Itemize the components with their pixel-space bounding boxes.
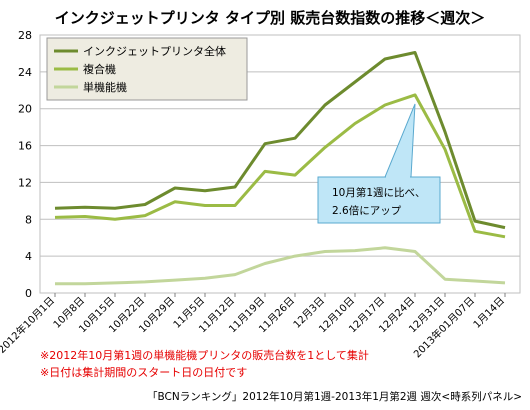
note-1: ※2012年10月第1週の単機能機プリンタの販売台数を1として集計 — [40, 348, 369, 362]
callout-box — [317, 176, 441, 224]
chart-title: インクジェットプリンタ タイプ別 販売台数指数の推移＜週次＞ — [55, 9, 485, 27]
note-2: ※日付は集計期間のスタート日の日付です — [40, 365, 247, 379]
series-line-1 — [54, 93, 506, 239]
y-tick-label: 0 — [25, 287, 32, 300]
legend-label: インクジェットプリンタ全体 — [83, 44, 226, 58]
series-line-2 — [55, 246, 506, 286]
y-tick-label: 4 — [25, 250, 32, 263]
series-line-0 — [54, 51, 506, 230]
y-tick-label: 8 — [25, 213, 32, 226]
callout: 10月第1週に比べ、 2.6倍にアップ — [317, 103, 441, 224]
y-tick-label: 28 — [18, 29, 32, 42]
y-tick-label: 12 — [18, 176, 32, 189]
y-tick-label: 16 — [18, 140, 32, 153]
series-lines — [54, 51, 506, 286]
legend-label: 複合機 — [83, 62, 116, 76]
legend-box — [46, 37, 248, 101]
x-tick-label: 2012年10月1日 — [0, 294, 57, 356]
y-tick-label: 24 — [18, 66, 32, 79]
x-tick-label: 1月14日 — [471, 295, 507, 331]
source-text: 「BCNランキング」2012年10月第1週-2013年1月第2週 週次<時系列パ… — [147, 390, 522, 403]
callout-tail — [384, 103, 416, 178]
legend-label: 単機能機 — [83, 80, 127, 94]
callout-line-1: 10月第1週に比べ、 — [332, 186, 426, 199]
callout-line-2: 2.6倍にアップ — [332, 204, 402, 217]
y-tick-label: 20 — [18, 103, 32, 116]
y-axis: 0 4 8 12 16 20 24 28 — [18, 29, 32, 300]
